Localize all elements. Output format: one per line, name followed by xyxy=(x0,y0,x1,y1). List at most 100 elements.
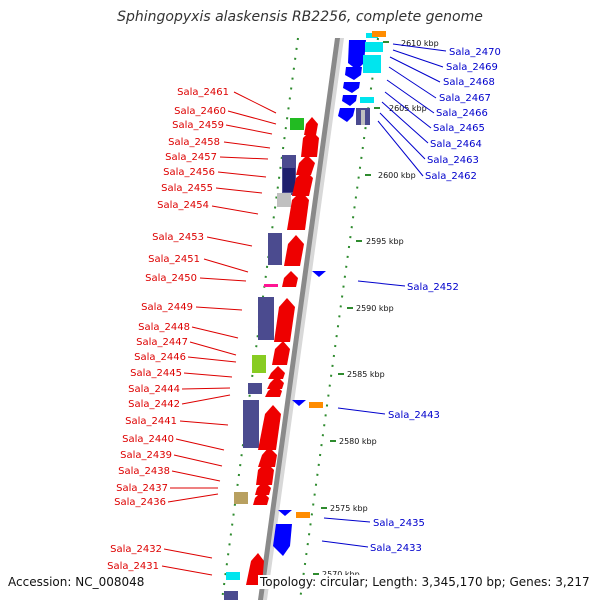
gene-label[interactable]: Sala_2444 xyxy=(128,384,180,395)
gene-label[interactable]: Sala_2432 xyxy=(110,544,162,555)
gene-label[interactable]: Sala_2470 xyxy=(449,47,501,58)
reverse-gene-arrow[interactable] xyxy=(278,510,292,516)
forward-gene-arrow[interactable] xyxy=(258,447,277,467)
forward-gene-arrow[interactable] xyxy=(304,117,318,135)
gene-block[interactable] xyxy=(372,31,386,37)
gene-label[interactable]: Sala_2463 xyxy=(427,155,479,166)
reverse-gene-arrow[interactable] xyxy=(273,524,292,556)
kbp-label: 2580 kbp xyxy=(339,437,377,446)
gene-label[interactable]: Sala_2465 xyxy=(433,123,485,134)
gene-block[interactable] xyxy=(360,97,374,103)
gene-block[interactable] xyxy=(248,383,262,394)
gene-label[interactable]: Sala_2468 xyxy=(443,77,495,88)
forward-gene-arrow[interactable] xyxy=(282,271,298,287)
gene-block[interactable] xyxy=(234,492,248,504)
leader-line xyxy=(381,101,429,144)
left-gene-labels[interactable]: Sala_2461 Sala_2460 Sala_2459 Sala_2458 … xyxy=(107,87,229,572)
gene-label[interactable]: Sala_2446 xyxy=(134,352,186,363)
gene-label[interactable]: Sala_2458 xyxy=(168,137,220,148)
reverse-gene-arrow[interactable] xyxy=(292,400,306,406)
reverse-gene-arrow[interactable] xyxy=(345,67,362,80)
leader-line xyxy=(321,540,369,548)
gene-label[interactable]: Sala_2443 xyxy=(388,410,440,421)
forward-gene-arrow[interactable] xyxy=(258,405,281,450)
forward-gene-arrow[interactable] xyxy=(256,462,274,485)
gene-label[interactable]: Sala_2431 xyxy=(107,561,159,572)
gene-label[interactable]: Sala_2439 xyxy=(120,450,172,461)
forward-genes[interactable] xyxy=(246,117,319,585)
gene-label[interactable]: Sala_2455 xyxy=(161,183,213,194)
gene-label[interactable]: Sala_2456 xyxy=(163,167,215,178)
reverse-gene-arrow[interactable] xyxy=(343,82,360,93)
forward-gene-arrow[interactable] xyxy=(274,298,295,342)
gene-label[interactable]: Sala_2442 xyxy=(128,399,180,410)
forward-gene-arrow[interactable] xyxy=(268,366,285,379)
gene-block[interactable] xyxy=(243,400,259,448)
forward-gene-arrow[interactable] xyxy=(255,481,271,495)
reverse-genes[interactable] xyxy=(273,40,366,556)
leader-line xyxy=(217,171,267,178)
gene-block[interactable] xyxy=(361,110,365,125)
reverse-gene-arrow[interactable] xyxy=(338,108,355,122)
gene-label[interactable]: Sala_2457 xyxy=(165,152,217,163)
gene-label[interactable]: Sala_2459 xyxy=(172,120,224,131)
gene-label[interactable]: Sala_2445 xyxy=(130,368,182,379)
gene-block[interactable] xyxy=(309,402,323,408)
forward-gene-arrow[interactable] xyxy=(284,235,304,266)
gene-label[interactable]: Sala_2466 xyxy=(436,108,488,119)
gene-block[interactable] xyxy=(365,42,383,52)
gene-block[interactable] xyxy=(268,233,282,265)
inner-gene-blocks[interactable] xyxy=(224,118,304,600)
gene-label[interactable]: Sala_2461 xyxy=(177,87,229,98)
gene-label[interactable]: Sala_2440 xyxy=(122,434,174,445)
gene-label[interactable]: Sala_2469 xyxy=(446,62,498,73)
gene-label[interactable]: Sala_2433 xyxy=(370,543,422,554)
forward-gene-arrow[interactable] xyxy=(301,130,319,157)
gene-label[interactable]: Sala_2448 xyxy=(138,322,190,333)
kbp-label: 2575 kbp xyxy=(330,504,368,513)
gene-label[interactable]: Sala_2453 xyxy=(152,232,204,243)
gene-label[interactable]: Sala_2460 xyxy=(174,106,226,117)
gene-label[interactable]: Sala_2441 xyxy=(125,416,177,427)
reverse-gene-arrow[interactable] xyxy=(312,271,326,277)
forward-gene-arrow[interactable] xyxy=(267,376,284,389)
outer-gene-blocks[interactable] xyxy=(296,31,386,518)
gene-label[interactable]: Sala_2436 xyxy=(114,497,166,508)
gene-block[interactable] xyxy=(258,297,274,340)
kbp-label: 2600 kbp xyxy=(378,171,416,180)
forward-gene-arrow[interactable] xyxy=(296,155,315,175)
gene-label[interactable]: Sala_2447 xyxy=(136,337,188,348)
gene-label[interactable]: Sala_2452 xyxy=(407,282,459,293)
forward-gene-arrow[interactable] xyxy=(292,170,313,196)
gene-block[interactable] xyxy=(252,355,266,373)
gene-label[interactable]: Sala_2449 xyxy=(141,302,193,313)
leader-line xyxy=(392,43,447,52)
forward-gene-arrow[interactable] xyxy=(287,191,309,230)
right-gene-labels[interactable]: Sala_2470 Sala_2469 Sala_2468 Sala_2467 … xyxy=(370,47,501,554)
gene-label[interactable]: Sala_2438 xyxy=(118,466,170,477)
gene-label[interactable]: Sala_2437 xyxy=(116,483,168,494)
gene-block[interactable] xyxy=(226,572,240,580)
forward-gene-arrow[interactable] xyxy=(253,491,269,505)
gene-block[interactable] xyxy=(290,118,304,130)
gene-label[interactable]: Sala_2454 xyxy=(157,200,209,211)
gene-label[interactable]: Sala_2464 xyxy=(430,139,482,150)
forward-gene-arrow[interactable] xyxy=(272,341,290,365)
gene-block[interactable] xyxy=(283,168,295,192)
gene-block[interactable] xyxy=(264,284,278,287)
reverse-gene-arrow[interactable] xyxy=(348,40,366,70)
gene-block[interactable] xyxy=(363,55,381,73)
forward-gene-arrow[interactable] xyxy=(265,385,282,397)
gene-block[interactable] xyxy=(296,512,310,518)
reverse-gene-arrow[interactable] xyxy=(342,95,357,106)
leader-line xyxy=(173,454,223,467)
gene-label[interactable]: Sala_2435 xyxy=(373,518,425,529)
gene-block[interactable] xyxy=(277,193,291,207)
gene-label[interactable]: Sala_2467 xyxy=(439,93,491,104)
gene-label[interactable]: Sala_2450 xyxy=(145,273,197,284)
leader-line xyxy=(199,277,247,282)
gene-label[interactable]: Sala_2462 xyxy=(425,171,477,182)
gene-block[interactable] xyxy=(224,591,238,600)
gene-label[interactable]: Sala_2451 xyxy=(148,254,200,265)
